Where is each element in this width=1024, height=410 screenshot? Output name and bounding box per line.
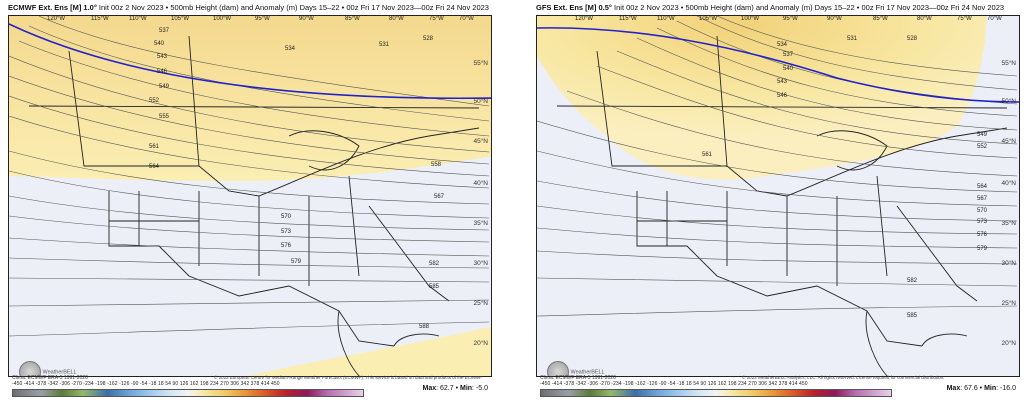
contour-label: 570 xyxy=(281,214,292,220)
lon-label: 75°W xyxy=(429,16,444,22)
contour-label: 585 xyxy=(429,284,440,290)
colorbar-ticks: -450 -414 -378 -342 -306 -270 -234 -198 … xyxy=(12,381,280,387)
contour-label: 555 xyxy=(159,114,170,120)
lon-label: 110°W xyxy=(657,16,675,22)
contour-label: 567 xyxy=(977,196,988,202)
contour-label: 540 xyxy=(783,66,794,72)
contour-label: 534 xyxy=(285,46,296,52)
contour-label: 570 xyxy=(977,208,988,214)
contour-label: 573 xyxy=(281,229,292,235)
contour-label: 576 xyxy=(977,232,988,238)
contour-label: 540 xyxy=(154,41,165,47)
lat-label: 40°N xyxy=(473,180,488,187)
contour-label: 579 xyxy=(291,259,302,265)
contour-label: 531 xyxy=(379,42,390,48)
colorbar xyxy=(540,389,892,397)
ecmwf-stats: Max: 62.7 • Min: -5.0 xyxy=(422,385,489,392)
lat-label: 30°N xyxy=(1001,260,1016,267)
contour-label: 567 xyxy=(434,194,445,200)
contour-label: 528 xyxy=(423,36,434,42)
lon-label: 70°W xyxy=(459,16,474,22)
lat-label: 55°N xyxy=(1001,60,1016,67)
lon-label: 95°W xyxy=(783,16,798,22)
lat-label: 25°N xyxy=(1001,300,1016,307)
contour-label: 588 xyxy=(419,324,430,330)
lat-label: 35°N xyxy=(1001,220,1016,227)
ecmwf-panel: ECMWF Ext. Ens [M] 1.0° Init 00z 2 Nov 2… xyxy=(4,0,496,410)
contour-label: 546 xyxy=(777,93,788,99)
contour-label: 585 xyxy=(907,313,918,319)
contour-label: 543 xyxy=(777,79,788,85)
lat-label: 40°N xyxy=(1001,180,1016,187)
lon-label: 110°W xyxy=(129,16,147,22)
weatherbell-logo: WeatherBELL xyxy=(547,361,605,376)
lon-label: 80°W xyxy=(917,16,932,22)
copyright-note: © 2023 European Centre for Medium-Range … xyxy=(214,375,483,380)
lon-label: 85°W xyxy=(345,16,360,22)
lat-label: 25°N xyxy=(473,300,488,307)
lat-label: 20°N xyxy=(1001,340,1016,347)
contour-label: 549 xyxy=(159,84,170,90)
contour-label: 537 xyxy=(783,52,794,58)
ecmwf-552-contour xyxy=(9,23,491,100)
lon-label: 80°W xyxy=(389,16,404,22)
lon-label: 75°W xyxy=(957,16,972,22)
lat-label: 50°N xyxy=(473,98,488,105)
lat-label: 55°N xyxy=(473,60,488,67)
lon-label: 100°W xyxy=(741,16,760,22)
contour-label: 528 xyxy=(907,36,918,42)
copyright-note: © 2023 WeatherBELL Analytics, LLC. All r… xyxy=(742,375,945,380)
lat-label: 45°N xyxy=(1001,138,1016,145)
contour-label: 543 xyxy=(157,54,168,60)
lon-label: 85°W xyxy=(873,16,888,22)
lon-label: 90°W xyxy=(827,16,842,22)
contour-label: 552 xyxy=(977,144,988,150)
lat-label: 35°N xyxy=(473,220,488,227)
contour-label: 552 xyxy=(149,98,160,104)
ecmwf-title: ECMWF Ext. Ens [M] 1.0° Init 00z 2 Nov 2… xyxy=(8,3,489,12)
gfs-map: 120°W 115°W 110°W 105°W 100°W 95°W 90°W … xyxy=(536,15,1020,377)
contour-label: 582 xyxy=(429,261,440,267)
contour-label: 582 xyxy=(907,278,918,284)
colorbar-ticks: -450 -414 -378 -342 -306 -270 -234 -198 … xyxy=(540,381,808,387)
gfs-stats: Max: 67.6 • Min: -16.0 xyxy=(946,385,1016,392)
gfs-title: GFS Ext. Ens [M] 0.5° Init 00z 2 Nov 202… xyxy=(536,3,1005,12)
lon-label: 115°W xyxy=(91,16,109,22)
gfs-panel: GFS Ext. Ens [M] 0.5° Init 00z 2 Nov 202… xyxy=(532,0,1024,410)
clima-note: Clima: ECMWF ERA-5 1991-2020 xyxy=(12,375,88,381)
lat-label: 45°N xyxy=(473,138,488,145)
contour-label: 546 xyxy=(157,69,168,75)
lon-label: 95°W xyxy=(255,16,270,22)
contour-label: 579 xyxy=(977,246,988,252)
contour-label: 573 xyxy=(977,219,988,225)
contour-label: 561 xyxy=(149,144,160,150)
contour-label: 561 xyxy=(702,152,713,158)
contour-label: 564 xyxy=(977,184,988,190)
lat-label: 50°N xyxy=(1001,98,1016,105)
contour-label: 534 xyxy=(777,42,788,48)
clima-note: Clima: ECMWF ERA-5 1991-2020 xyxy=(540,375,616,381)
ecmwf-map: 120°W 115°W 110°W 105°W 100°W 95°W 90°W … xyxy=(8,15,492,377)
lon-label: 105°W xyxy=(171,16,190,22)
lat-label: 30°N xyxy=(473,260,488,267)
gfs-map-svg xyxy=(537,16,1019,376)
lon-label: 120°W xyxy=(575,16,594,22)
contour-label: 537 xyxy=(159,28,170,34)
contour-label: 564 xyxy=(149,164,160,170)
colorbar xyxy=(12,389,364,397)
lat-label: 20°N xyxy=(473,340,488,347)
contour-label: 531 xyxy=(847,36,858,42)
lon-label: 70°W xyxy=(987,16,1002,22)
lon-label: 105°W xyxy=(699,16,718,22)
lon-label: 100°W xyxy=(213,16,232,22)
lon-label: 90°W xyxy=(299,16,314,22)
contour-label: 549 xyxy=(977,132,988,138)
ecmwf-map-svg xyxy=(9,16,491,376)
gfs-552-contour xyxy=(537,27,1019,103)
lon-label: 120°W xyxy=(47,16,66,22)
contour-label: 558 xyxy=(431,162,442,168)
weatherbell-logo: WeatherBELL xyxy=(19,361,77,376)
contour-label: 576 xyxy=(281,243,292,249)
lon-label: 115°W xyxy=(619,16,637,22)
